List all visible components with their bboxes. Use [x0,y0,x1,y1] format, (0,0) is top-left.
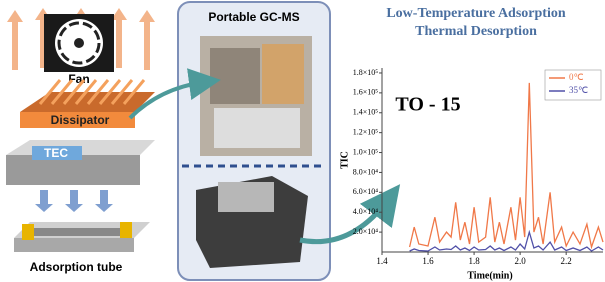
tube-label: Adsorption tube [30,260,123,274]
x-tick-label: 1.8 [468,256,480,266]
y-tick-label: 1.4×10⁵ [353,108,379,117]
legend-label: 35℃ [569,85,588,95]
y-tick-label: 1.6×10⁵ [353,88,379,97]
x-tick-label: 2.0 [515,256,527,266]
x-axis-label: Time(min) [467,270,512,281]
x-tick-label: 1.6 [422,256,434,266]
legend-label: 0℃ [569,72,584,82]
dissipator-label: Dissipator [51,113,110,127]
annotation: TO - 15 [395,94,460,116]
x-tick-label: 2.2 [561,256,572,266]
tec-label: TEC [44,146,68,160]
y-tick-label: 8.0×10⁴ [353,167,379,176]
y-tick-label: 1.0×10⁵ [353,147,379,156]
y-tick-label: 1.8×10⁵ [353,68,379,77]
y-axis-label: TIC [339,151,350,169]
chart: Low-Temperature Adsorption Thermal Desor… [339,6,603,281]
y-tick-label: 4.0×10⁴ [353,207,379,216]
chart-title: Low-Temperature Adsorption [386,6,566,21]
y-tick-label: 1.2×10⁵ [353,127,379,136]
y-tick-label: 6.0×10⁴ [353,187,379,196]
y-tick-label: 2.0×10⁴ [353,227,379,236]
panel-title: Portable GC-MS [208,10,299,24]
chart-subtitle: Thermal Desorption [415,24,537,39]
figure: Fan Dissipator TEC Adsorption tube Porta… [0,0,605,282]
x-tick-label: 1.4 [376,256,388,266]
device-diagram: Fan Dissipator TEC Adsorption tube [6,8,155,274]
gcms-panel: Portable GC-MS [130,2,388,280]
